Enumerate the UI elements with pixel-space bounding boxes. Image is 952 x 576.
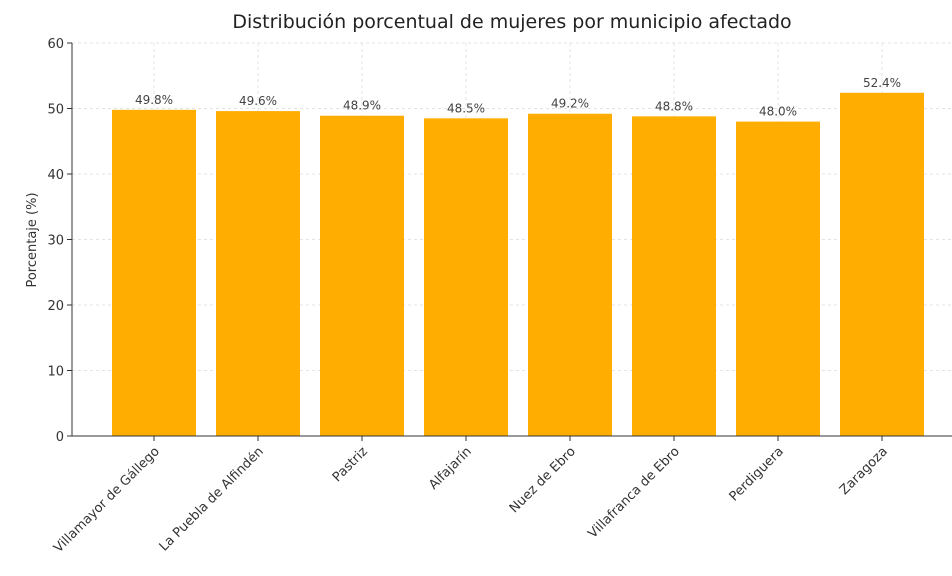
x-tick-label: Pastriz	[330, 444, 371, 485]
bar	[320, 115, 404, 436]
x-tick-label: Zaragoza	[837, 444, 891, 498]
bar	[424, 118, 508, 436]
bar	[216, 111, 300, 437]
chart-title: Distribución porcentual de mujeres por m…	[232, 11, 791, 33]
bar	[736, 121, 820, 436]
x-tick-label: Perdiguera	[727, 444, 787, 504]
x-tick-label: Alfajarín	[426, 444, 475, 493]
x-tick-label: Villamayor de Gállego	[51, 444, 163, 556]
x-tick-label: Nuez de Ebro	[507, 444, 579, 516]
value-label: 49.6%	[239, 94, 277, 108]
x-tick-label: La Puebla de Alfindén	[157, 444, 267, 554]
y-tick-label: 30	[47, 234, 64, 249]
value-label: 49.8%	[135, 93, 173, 107]
y-tick-label: 0	[56, 430, 64, 445]
y-tick-label: 40	[47, 168, 64, 183]
y-tick-label: 10	[47, 365, 64, 380]
value-label: 52.4%	[863, 76, 901, 90]
value-label: 49.2%	[551, 97, 589, 111]
bar	[840, 92, 924, 436]
y-tick-label: 50	[47, 103, 64, 118]
y-axis-label: Porcentaje (%)	[25, 192, 40, 287]
value-label: 48.5%	[447, 101, 485, 115]
x-tick-label: Villafranca de Ebro	[585, 444, 682, 541]
value-label: 48.0%	[759, 105, 797, 119]
value-label: 48.9%	[343, 99, 381, 113]
y-tick-label: 60	[47, 37, 64, 52]
y-tick-label: 20	[47, 299, 64, 314]
bar	[632, 116, 716, 437]
bar	[528, 113, 612, 437]
value-label: 48.8%	[655, 99, 693, 113]
bar	[112, 109, 196, 436]
